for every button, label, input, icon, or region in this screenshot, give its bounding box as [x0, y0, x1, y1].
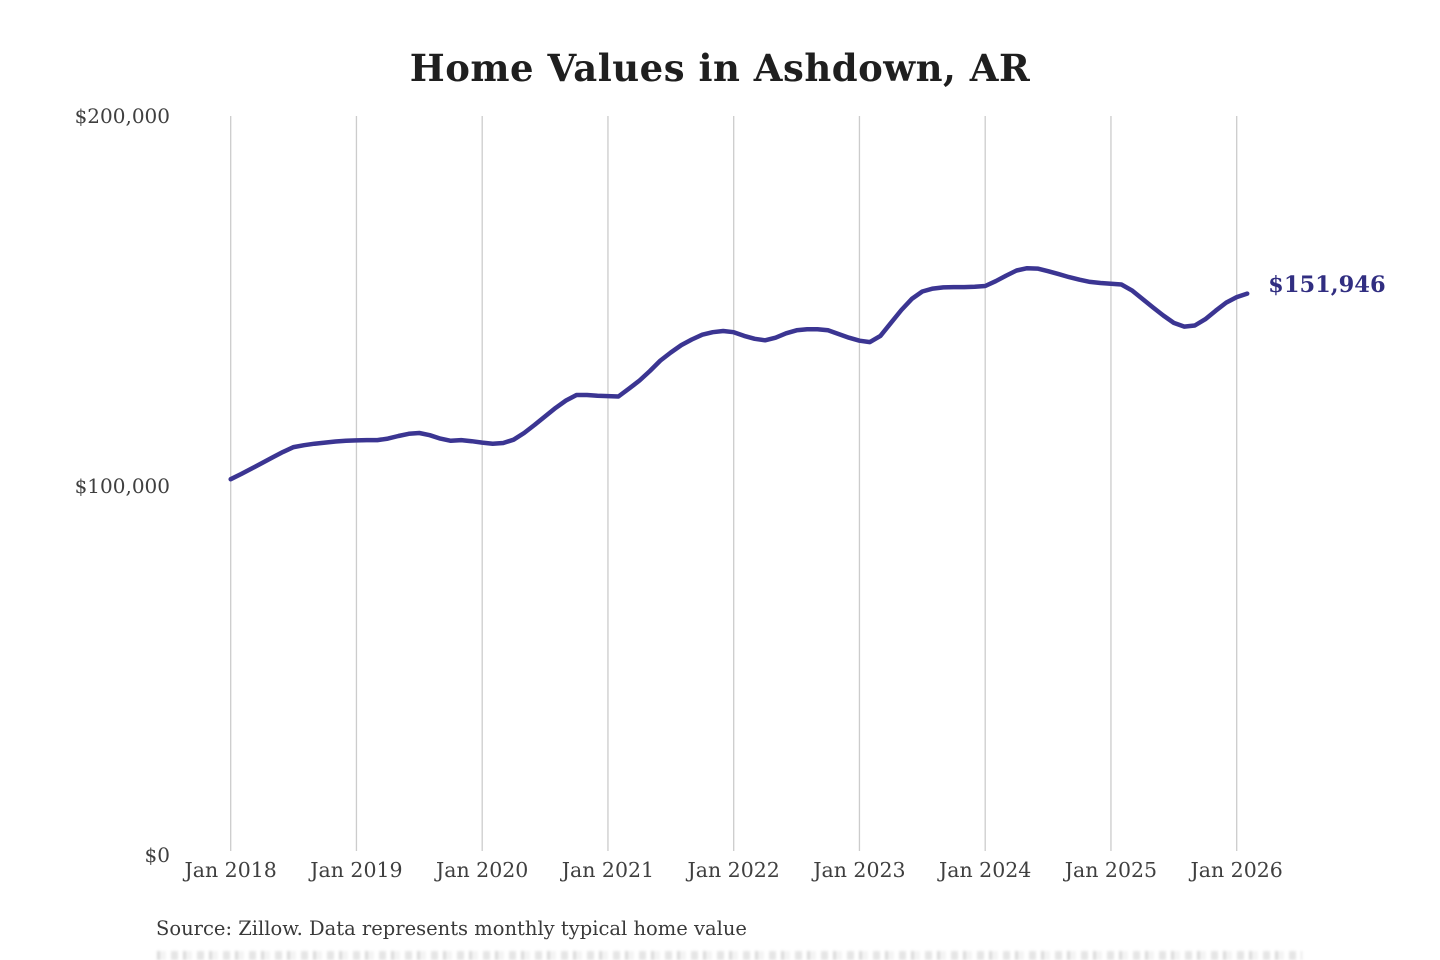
- x-tick-label: Jan 2021: [561, 858, 655, 882]
- x-tick-label: Jan 2020: [436, 858, 529, 882]
- x-tick-label: Jan 2022: [687, 858, 780, 882]
- vertical-gridlines: [230, 116, 1238, 851]
- source-note: Source: Zillow. Data represents monthly …: [156, 917, 747, 940]
- x-tick-label: Jan 2025: [1064, 858, 1158, 882]
- y-tick-label-0: $0: [144, 843, 170, 867]
- chart-title: Home Values in Ashdown, AR: [409, 46, 1031, 90]
- x-tick-label: Jan 2023: [813, 858, 906, 882]
- latest-value-label: $151,946: [1268, 271, 1386, 298]
- y-tick-label-200k: $200,000: [74, 104, 170, 128]
- y-tick-label-100k: $100,000: [74, 473, 170, 498]
- x-tick-label: Jan 2019: [310, 858, 403, 882]
- x-tick-label: Jan 2018: [184, 858, 277, 882]
- clipped-text-strip: [157, 951, 1302, 960]
- x-tick-label: Jan 2024: [939, 858, 1032, 882]
- x-tick-label: Jan 2026: [1190, 858, 1283, 882]
- home-value-series-line: [228, 265, 1250, 482]
